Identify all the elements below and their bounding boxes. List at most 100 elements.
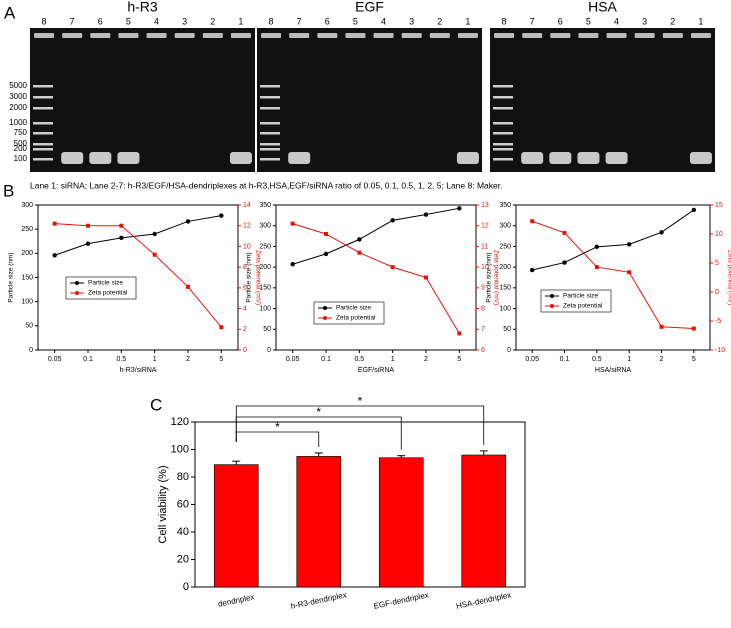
x-tick-label: 5 — [692, 356, 696, 363]
y-tick-label: 100 — [21, 299, 33, 306]
sample-band — [456, 152, 479, 164]
y-axis-title: Particle size (nm) — [8, 252, 15, 302]
lane-label: 7 — [530, 16, 535, 26]
bar — [461, 454, 507, 588]
y2-tick-label: 5 — [715, 260, 719, 267]
y-tick-label: 150 — [499, 285, 511, 292]
x-tick-label: 0.1 — [560, 356, 570, 363]
legend-marker — [323, 316, 327, 320]
y-tick-label: 100 — [171, 443, 189, 455]
y2-tick-label: 0 — [243, 347, 247, 354]
marker — [594, 244, 600, 250]
well — [34, 33, 55, 38]
marker — [423, 212, 429, 217]
series-line — [292, 223, 460, 334]
lane-label: 2 — [210, 16, 215, 26]
lane-label: 4 — [381, 16, 386, 26]
y-tick-label: 50 — [25, 323, 33, 330]
ladder-band — [33, 143, 53, 146]
legend-label: Particle size — [563, 293, 598, 300]
bar — [213, 464, 259, 588]
marker — [323, 251, 329, 257]
y-axis-title: Particle size (nm) — [486, 252, 493, 302]
x-axis-title: EGF/siRNA — [358, 367, 395, 374]
ladder-band — [260, 132, 280, 135]
gel — [257, 28, 482, 172]
x-tick-label: 5 — [457, 356, 461, 363]
lane-label: 3 — [182, 16, 187, 26]
sample-band — [577, 152, 600, 164]
lane-label: 2 — [670, 16, 675, 26]
x-tick-label: HSA-dendriplex — [455, 590, 512, 610]
y-tick-label: 40 — [177, 526, 189, 538]
y-tick-label: 20 — [177, 553, 189, 565]
x-tick-label: dendriplex — [217, 592, 255, 608]
ladder-label: 1000 — [9, 118, 27, 127]
series-line — [54, 215, 222, 256]
y2-tick-label: 10 — [715, 231, 723, 238]
y2-axis-title: Zeta potential (mV) — [254, 250, 261, 305]
plot-frame — [515, 204, 711, 351]
y2-tick-label: -5 — [715, 318, 721, 325]
well — [230, 33, 251, 38]
sample-band — [61, 152, 84, 164]
well — [494, 33, 515, 38]
ladder-band — [33, 122, 53, 125]
x-tick-label: 2 — [424, 356, 428, 363]
lane-label: 5 — [586, 16, 591, 26]
ladder-band — [493, 148, 513, 151]
x-tick-label: h-R3-dendriplex — [290, 590, 348, 611]
series-line — [532, 209, 695, 271]
well — [401, 33, 422, 38]
ladder-band — [260, 158, 280, 161]
marker — [290, 221, 295, 226]
y2-tick-label: 2 — [243, 326, 247, 333]
x-tick-label: 0.5 — [592, 356, 602, 363]
plot-frame — [275, 204, 477, 351]
lane-label: 2 — [437, 16, 442, 26]
legend-marker — [75, 291, 79, 295]
sample-band — [89, 152, 112, 164]
marker — [219, 325, 224, 330]
lane-label: 4 — [154, 16, 159, 26]
y-tick-label: 200 — [499, 264, 511, 271]
marker — [219, 213, 224, 218]
ladder-band — [33, 158, 53, 161]
y2-tick-label: 9 — [481, 285, 485, 292]
sample-band — [605, 152, 628, 164]
marker — [390, 218, 395, 223]
lane-label: 7 — [70, 16, 75, 26]
sample-band — [549, 152, 572, 164]
x-axis-title: HSA/siRNA — [595, 367, 632, 374]
sample-band — [117, 152, 140, 164]
y-axis-title: Cell viability (%) — [157, 465, 169, 543]
well — [317, 33, 338, 38]
y2-tick-label: 6 — [481, 347, 485, 354]
y2-tick-label: 8 — [481, 305, 485, 312]
significance-label: * — [358, 394, 363, 408]
y-tick-label: 300 — [21, 202, 33, 209]
y2-tick-label: 4 — [243, 305, 247, 312]
x-tick-label: 0.05 — [286, 356, 300, 363]
ladder-band — [33, 148, 53, 151]
y-tick-label: 120 — [171, 416, 189, 428]
y-tick-label: 300 — [259, 223, 271, 230]
ladder-band — [33, 132, 53, 135]
legend-marker — [550, 294, 554, 298]
y2-tick-label: 14 — [243, 202, 251, 209]
y2-tick-label: 8 — [243, 264, 247, 271]
well — [522, 33, 543, 38]
well — [118, 33, 139, 38]
marker — [119, 235, 124, 241]
well — [662, 33, 683, 38]
ladder-band — [260, 96, 280, 99]
y-tick-label: 350 — [499, 202, 511, 209]
y-tick-label: 100 — [259, 305, 271, 312]
significance-bracket — [235, 431, 320, 447]
lane-label: 3 — [642, 16, 647, 26]
legend-label: Zeta potential — [336, 315, 376, 322]
marker — [85, 241, 91, 246]
gel-title: EGF — [355, 0, 384, 15]
panel-label: B — [3, 181, 14, 200]
y2-tick-label: 0 — [715, 289, 719, 296]
